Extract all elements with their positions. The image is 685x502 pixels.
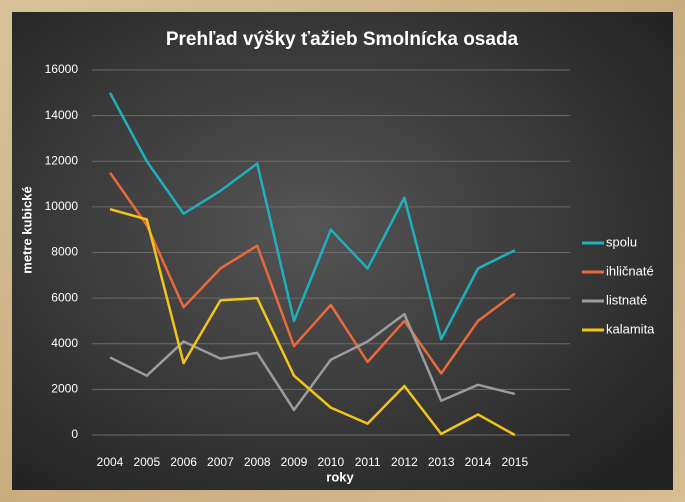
y-tick-label: 12000 [45,153,79,167]
y-axis-label: metre kubické [19,186,34,273]
y-tick-label: 8000 [51,245,78,259]
x-tick-label: 2013 [428,455,455,469]
line-series [108,171,516,375]
x-tick-label: 2010 [317,455,344,469]
x-tick-label: 2011 [355,455,381,469]
y-tick-label: 14000 [45,108,79,122]
y-tick-label: 10000 [45,199,79,213]
legend-label: ihličnaté [606,263,654,278]
x-tick-label: 2012 [391,455,418,469]
line-series [109,207,516,437]
y-tick-label: 2000 [51,382,78,396]
x-axis-label: roky [326,469,354,484]
y-tick-label: 0 [71,427,78,441]
chart-title: Prehľad výšky ťažieb Smolnícka osada [166,29,519,50]
x-tick-label: 2007 [207,455,234,469]
x-tick-label: 2009 [281,455,308,469]
y-tick-label: 6000 [51,290,78,304]
panel [12,12,673,490]
x-tick-label: 2014 [465,455,492,469]
x-tick-label: 2006 [170,455,197,469]
y-tick-label: 4000 [51,336,78,350]
x-tick-label: 2005 [133,455,160,469]
line-series [109,312,516,412]
x-tick-label: 2008 [244,455,271,469]
legend-label: listnaté [606,292,647,307]
x-tick-label: 2015 [501,455,528,469]
legend-label: kalamita [606,321,655,336]
x-tick-label: 2004 [97,455,124,469]
legend-label: spolu [606,234,637,249]
line-series [108,92,516,341]
y-tick-label: 16000 [45,62,79,76]
